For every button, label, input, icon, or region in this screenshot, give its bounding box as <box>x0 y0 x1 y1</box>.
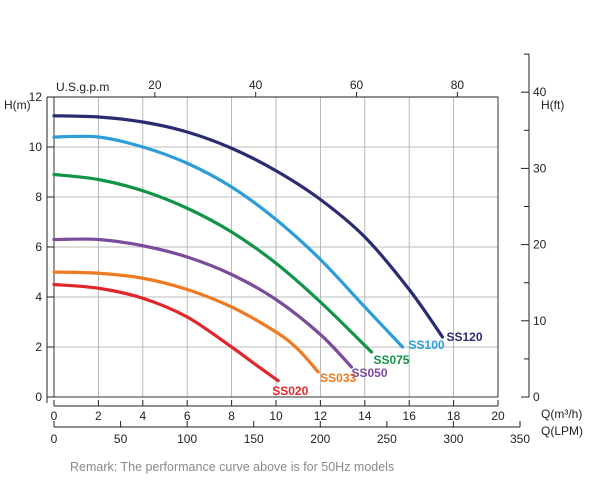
y-tick-label: 4 <box>35 290 42 304</box>
series-line-ss050 <box>52 237 354 369</box>
x-top-tick-label: 20 <box>148 78 162 92</box>
y-right-tick-label: 20 <box>533 238 547 252</box>
x-tick-label: 12 <box>314 409 328 423</box>
x-lpm-tick-label: 150 <box>244 432 264 446</box>
y-tick-label: 8 <box>35 190 42 204</box>
x-lpm-tick-label: 50 <box>114 432 128 446</box>
y-tick-label: 12 <box>29 90 43 104</box>
x-lpm-tick-label: 350 <box>510 432 530 446</box>
series-line-ss100 <box>52 134 405 349</box>
x-top-tick-label: 60 <box>350 78 364 92</box>
series-label-ss100: SS100 <box>409 338 445 352</box>
x-tick-label: 10 <box>269 409 283 423</box>
y-tick-label: 10 <box>29 140 43 154</box>
series-label-ss050: SS050 <box>351 366 387 380</box>
series-label-ss120: SS120 <box>447 330 483 344</box>
y-right-tick-label: 10 <box>533 314 547 328</box>
x-lpm-tick-label: 250 <box>377 432 397 446</box>
x-lpm-tick-label: 200 <box>310 432 330 446</box>
x-axis-title: Q(m³/h) <box>541 407 582 421</box>
x-axis-title-lpm: Q(LPM) <box>541 424 583 438</box>
x-tick-label: 0 <box>51 409 58 423</box>
y-tick-label: 0 <box>35 390 42 404</box>
x-lpm-tick-label: 100 <box>177 432 197 446</box>
x-tick-label: 6 <box>184 409 191 423</box>
series-line-ss120 <box>52 114 445 339</box>
x-tick-label: 14 <box>358 409 372 423</box>
x-tick-label: 20 <box>491 409 505 423</box>
series-label-ss033: SS033 <box>320 371 356 385</box>
y-tick-label: 2 <box>35 340 42 354</box>
y-right-tick-label: 30 <box>533 161 547 175</box>
y-axis-title-right: H(ft) <box>541 98 564 112</box>
x-tick-label: 16 <box>403 409 417 423</box>
x-tick-label: 18 <box>447 409 461 423</box>
x-lpm-tick-label: 0 <box>51 432 58 446</box>
x-tick-label: 2 <box>95 409 102 423</box>
y-right-tick-label: 0 <box>533 390 540 404</box>
series-label-ss020: SS020 <box>272 384 308 398</box>
series-line-ss075 <box>52 172 374 354</box>
y-axis-title-left: H(m) <box>4 98 31 112</box>
y-right-tick-label: 40 <box>533 85 547 99</box>
x-top-tick-label: 40 <box>249 78 263 92</box>
x-axis-title-top: U.S.g.p.m <box>56 80 109 94</box>
x-tick-label: 8 <box>228 409 235 423</box>
x-lpm-tick-label: 300 <box>443 432 463 446</box>
remark-text: Remark: The performance curve above is f… <box>70 460 395 474</box>
y-tick-label: 6 <box>35 240 42 254</box>
x-tick-label: 4 <box>139 409 146 423</box>
series-line-ss020 <box>52 282 280 383</box>
series-label-ss075: SS075 <box>373 353 409 367</box>
series-line-ss033 <box>52 270 320 374</box>
x-top-tick-label: 80 <box>451 78 465 92</box>
